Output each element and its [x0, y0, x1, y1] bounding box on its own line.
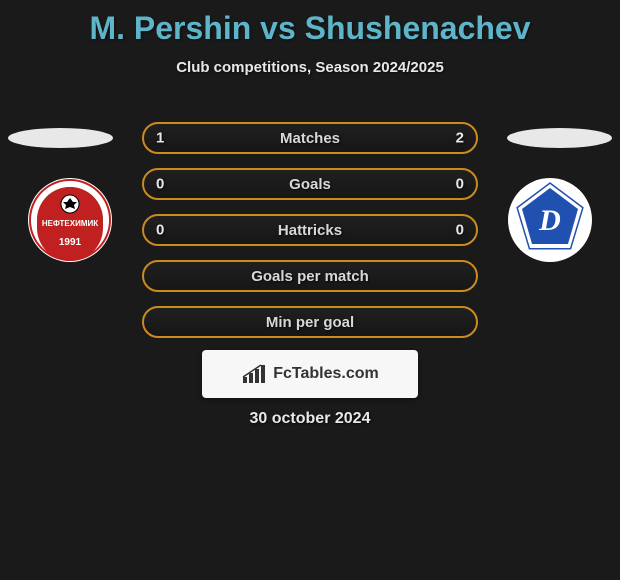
stat-left-value: 0 [156, 176, 164, 193]
badge-label: FcTables.com [273, 365, 379, 383]
stat-row-goals: 0 Goals 0 [142, 168, 478, 200]
crest-right: D [508, 178, 592, 262]
stat-left-value: 1 [156, 130, 164, 147]
crest-left: НЕФТЕХИМИК 1991 [28, 178, 112, 262]
stat-row-gpm: Goals per match [142, 260, 478, 292]
stat-label: Matches [280, 130, 340, 147]
flag-left [8, 128, 113, 148]
page-title: M. Pershin vs Shushenachev [0, 0, 620, 47]
stat-label: Goals [289, 176, 331, 193]
subtitle: Club competitions, Season 2024/2025 [0, 59, 620, 76]
fctables-badge[interactable]: FcTables.com [202, 350, 418, 398]
stats-panel: 1 Matches 2 0 Goals 0 0 Hattricks 0 Goal… [142, 122, 478, 352]
stat-label: Min per goal [266, 314, 354, 331]
stat-row-matches: 1 Matches 2 [142, 122, 478, 154]
stat-label: Goals per match [251, 268, 369, 285]
stat-row-mpg: Min per goal [142, 306, 478, 338]
chart-icon [241, 363, 267, 385]
stat-left-value: 0 [156, 222, 164, 239]
svg-text:1991: 1991 [59, 237, 82, 248]
flag-right [507, 128, 612, 148]
svg-text:D: D [538, 204, 561, 237]
stat-right-value: 0 [456, 222, 464, 239]
stat-label: Hattricks [278, 222, 342, 239]
stat-right-value: 2 [456, 130, 464, 147]
date-label: 30 october 2024 [0, 410, 620, 428]
svg-text:НЕФТЕХИМИК: НЕФТЕХИМИК [42, 219, 98, 228]
stat-right-value: 0 [456, 176, 464, 193]
stat-row-hattricks: 0 Hattricks 0 [142, 214, 478, 246]
